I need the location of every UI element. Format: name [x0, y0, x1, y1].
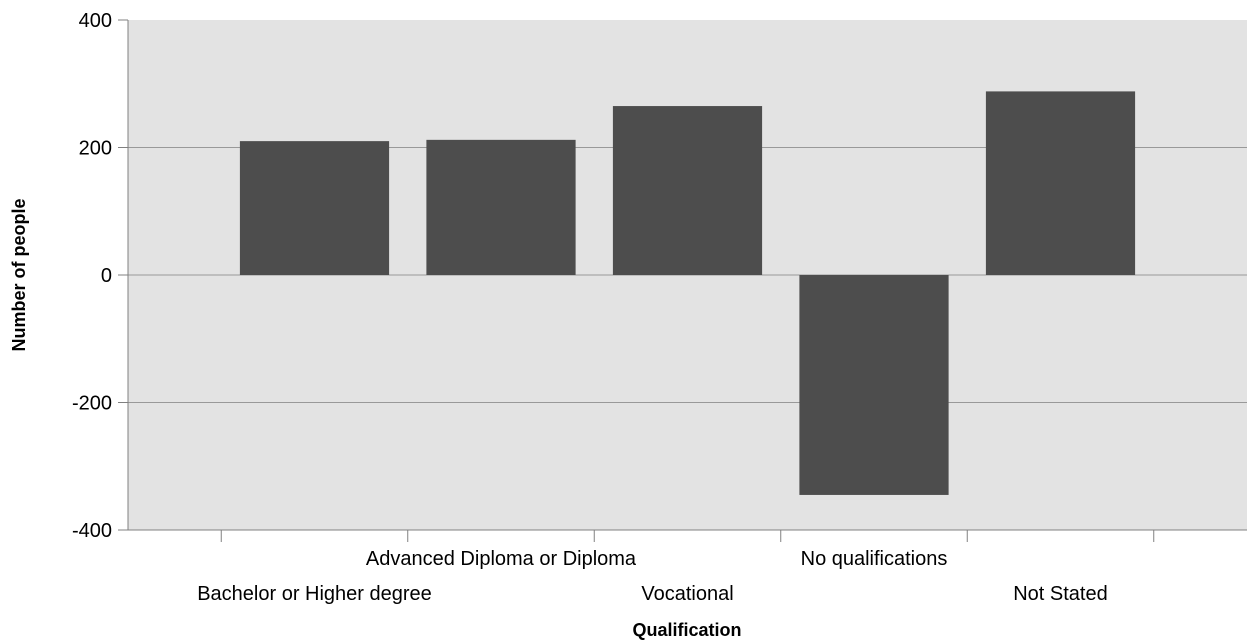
x-tick-label: Bachelor or Higher degree — [197, 583, 432, 605]
x-tick-label: No qualifications — [801, 548, 948, 570]
bars — [239, 91, 1136, 495]
bar — [239, 141, 390, 275]
bar — [985, 91, 1136, 276]
y-tick-label: 200 — [79, 138, 112, 160]
y-tick-label: 0 — [101, 265, 112, 287]
y-tick-label: -200 — [72, 393, 112, 415]
bar — [799, 275, 949, 495]
x-tick-label: Vocational — [641, 583, 733, 605]
y-tick-labels: -400 -200 0 200 400 — [72, 10, 112, 542]
bar — [426, 139, 576, 275]
axes — [118, 19, 1247, 542]
x-tick-labels: Bachelor or Higher degree Advanced Diplom… — [197, 548, 1108, 605]
x-tick-label: Not Stated — [1013, 583, 1108, 605]
bar — [612, 106, 763, 275]
y-tick-label: -400 — [72, 520, 112, 542]
x-axis-title: Qualification — [632, 620, 741, 640]
y-axis-title: Number of people — [9, 198, 29, 351]
y-tick-label: 400 — [79, 10, 112, 32]
x-tick-label: Advanced Diploma or Diploma — [366, 548, 637, 570]
